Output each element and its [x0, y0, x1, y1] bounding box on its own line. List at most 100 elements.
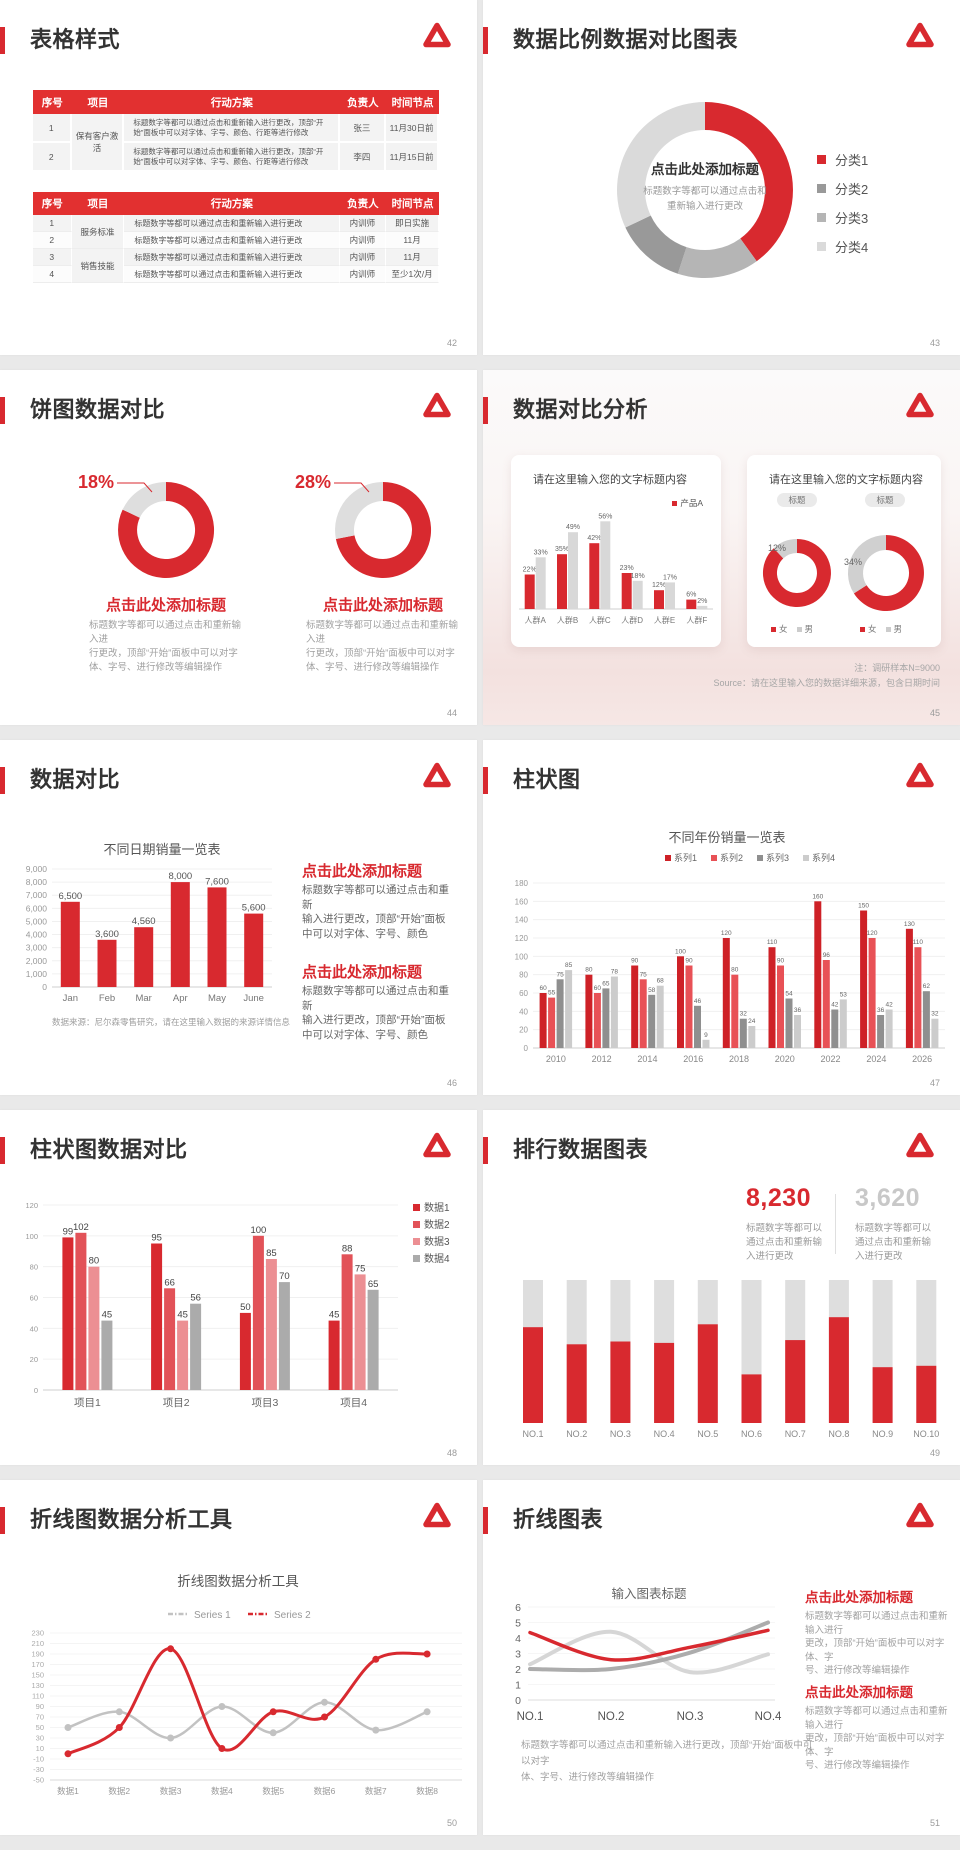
- title-accent-bar: [483, 1137, 488, 1164]
- slide-column-chart[interactable]: 柱状图 47 不同年份销量一览表 系列1 系列2 系列3 系列4 0 20 40 60 80 100…: [483, 740, 960, 1095]
- title-badge: 标题: [777, 493, 817, 507]
- y-tick-label: 100: [25, 1232, 38, 1241]
- slide-donut-proportion[interactable]: 数据比例数据对比图表 43 点击此处添加标题 标题数字等都可以通过点击和 重新输入进…: [483, 0, 960, 355]
- block-line: 号、进行修改等编辑操作: [805, 1665, 910, 1676]
- bar: [265, 1259, 277, 1390]
- brand-logo: [906, 1132, 934, 1158]
- bar: [341, 1254, 353, 1390]
- bar: [328, 1320, 340, 1390]
- x-category-label: NO.1: [522, 1429, 543, 1439]
- caption-line: 体、字号、进行修改等编辑操作: [306, 662, 440, 673]
- block-title: 点击此处添加标题: [805, 1685, 913, 1700]
- table-cell: 2: [33, 232, 72, 249]
- slide-pie-compare[interactable]: 饼图数据对比 44 18% 28% 点击此处添加标题 标题数字等都可以通过点击和重新输…: [0, 370, 477, 725]
- value-label: 56%: [598, 513, 612, 520]
- data-point-marker: [218, 1745, 226, 1752]
- slide-title: 柱状图数据对比: [30, 1137, 188, 1162]
- value-label: 120: [721, 930, 732, 937]
- column-fill: [741, 1374, 762, 1423]
- value-label: 65: [368, 1279, 379, 1290]
- brand-logo: [906, 22, 934, 48]
- x-category-label: NO.8: [828, 1429, 849, 1439]
- slide-line-analysis[interactable]: 折线图数据分析工具 50 折线图数据分析工具 Series 1 Series 2 -5…: [0, 1480, 477, 1835]
- table-cell: 销售技能: [71, 249, 125, 283]
- legend-label: 数据3: [424, 1235, 450, 1248]
- legend-item: 女: [860, 623, 877, 635]
- chart-title: 不同日期销量一览表: [103, 842, 220, 857]
- legend-swatch: [803, 855, 809, 861]
- table-header-cell: 时间节点: [386, 192, 439, 215]
- caption-line: 标题数字等都可以通过点击和重新输入进行更改，顶部“开始”面板中可以对字: [521, 1740, 813, 1767]
- legend-item: 男: [796, 623, 813, 635]
- stat-value: 8,230: [746, 1184, 812, 1212]
- block-line: 输入进行更改，顶部“开始”面板: [302, 1014, 446, 1026]
- table-cell: 标题数字等都可以通过点击和重新输入进行更改: [124, 249, 340, 266]
- bar: [585, 974, 593, 1048]
- pct-label: 18%: [78, 472, 114, 492]
- slide-line-chart[interactable]: 折线图表 51 输入图表标题 0 1 2 3 4 5 6 NO.1 NO.2 NO.3 NO.4 标题数…: [483, 1480, 960, 1835]
- value-label: 110: [767, 939, 778, 946]
- y-tick-label: 4: [515, 1633, 521, 1645]
- content-column-compare: 0 20 40 60 80 100 120 99 102 80 45 项目1 95 66 45 56 项目2 50…: [0, 1110, 477, 1465]
- y-tick-label: 7,000: [26, 890, 48, 900]
- action-plan-table: 序号 项目 行动方案 负责人 时间节点 1 保有客户激活 标题数字等都可以通过点击和重新输入进…: [33, 90, 439, 172]
- value-label: 160: [812, 893, 823, 900]
- y-tick-label: 1,000: [26, 969, 48, 979]
- legend-swatch: [817, 213, 826, 222]
- x-category-label: 数据7: [365, 1786, 387, 1796]
- x-category-label: 人群E: [654, 615, 675, 625]
- legend-item: 女: [771, 623, 788, 635]
- bar: [632, 580, 643, 609]
- bar: [600, 521, 611, 609]
- caption-line: 行更改，顶部“开始”面板中可以对字: [306, 648, 455, 659]
- slide-column-compare[interactable]: 柱状图数据对比 48 0 20 40 60 80 100 120 99 102 80 45 项目1 95…: [0, 1110, 477, 1465]
- block-lines: 标题数字等都可以通过点击和重新输入进行更改，顶部“开始”面板中可以对字体、字号、…: [302, 883, 454, 941]
- pct-label: 12%: [768, 543, 786, 553]
- column-fill: [610, 1341, 631, 1423]
- content-line-chart: 输入图表标题 0 1 2 3 4 5 6 NO.1 NO.2 NO.3 NO.4 标题数字等都可以通过点…: [483, 1480, 960, 1835]
- table-cell: 标题数字等都可以通过点击和重新输入进行更改: [124, 215, 340, 232]
- x-category-label: 数据5: [262, 1786, 284, 1796]
- block-line: 更改，顶部“开始”面板中可以对字体、字: [805, 1733, 945, 1758]
- y-tick-label: 8,000: [26, 877, 48, 887]
- brand-logo-triangle: [423, 392, 451, 418]
- slide-ranking-chart[interactable]: 排行数据图表 49 8,230 标题数字等都可以 通过点击和重新输 入进行更改 3,62…: [483, 1110, 960, 1465]
- stat-caption-line: 通过点击和重新输: [855, 1237, 932, 1248]
- slide-data-analysis[interactable]: 数据对比分析 45 请在这里输入您的文字标题内容 产品A 22% 33% 人群A 35% 4…: [483, 370, 960, 725]
- bar: [639, 979, 647, 1049]
- table-cell: 1: [33, 215, 72, 232]
- slide-bar-compare[interactable]: 数据对比 46 不同日期销量一览表 0 1,000 2,000 3,000 4,000 5,…: [0, 740, 477, 1095]
- chart-title: 不同年份销量一览表: [668, 830, 785, 845]
- legend-swatch: [817, 184, 826, 193]
- y-tick-label: 40: [30, 1324, 38, 1333]
- x-category-label: NO.4: [654, 1429, 675, 1439]
- logo-triangle: [423, 392, 451, 418]
- y-tick-label: 4,000: [26, 930, 48, 940]
- chart-title: 折线图数据分析工具: [177, 1574, 299, 1589]
- y-tick-label: -50: [33, 1776, 44, 1785]
- x-category-label: NO.4: [755, 1711, 782, 1723]
- slide-table-styles[interactable]: 表格样式 42 序号 项目 行动方案 负责人 时间节点 1 保有客户激活 标题数字等都可以通过…: [0, 0, 477, 355]
- x-category-label: 数据8: [416, 1786, 438, 1796]
- x-category-label: May: [208, 993, 226, 1004]
- logo-triangle: [423, 762, 451, 788]
- bar: [931, 1018, 939, 1048]
- brand-logo: [423, 1132, 451, 1158]
- chart-legend: 分类1 分类2 分类3 分类4: [817, 150, 868, 266]
- bar: [97, 939, 117, 987]
- x-category-label: 数据1: [57, 1786, 79, 1796]
- x-category-label: NO.1: [517, 1711, 544, 1723]
- chart-canvas: [617, 102, 793, 279]
- bar: [685, 965, 693, 1048]
- y-tick-label: 150: [31, 1671, 44, 1680]
- bar: [831, 1009, 839, 1048]
- bar: [905, 928, 913, 1048]
- table-cell: 3: [33, 249, 72, 266]
- value-label: 65: [602, 980, 610, 987]
- page-number: 47: [929, 1078, 940, 1088]
- y-tick-label: 230: [31, 1629, 44, 1638]
- data-point-marker: [64, 1724, 72, 1731]
- table-cell: 标题数字等都可以通过点击和重新输入进行更改: [124, 266, 340, 283]
- y-tick-label: 0: [34, 1386, 38, 1395]
- value-label: 18%: [631, 573, 645, 580]
